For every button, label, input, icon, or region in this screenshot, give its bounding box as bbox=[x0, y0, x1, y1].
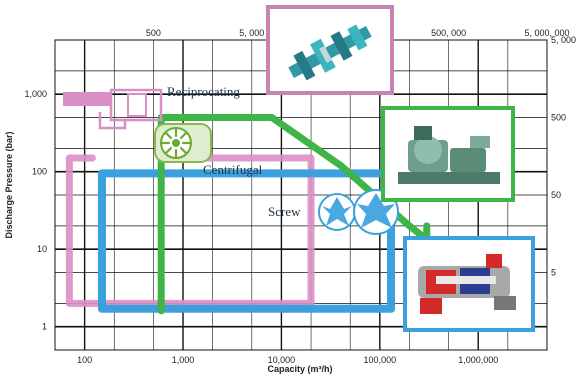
right-tick-label: 500 bbox=[551, 113, 566, 123]
top-tick-label: 500 bbox=[146, 28, 161, 38]
screw-label: Screw bbox=[268, 204, 301, 219]
y-tick-label: 10 bbox=[37, 244, 47, 254]
y-tick-label: 1 bbox=[42, 322, 47, 332]
y-tick-label: 1,000 bbox=[24, 89, 47, 99]
reciprocating-region bbox=[65, 154, 315, 307]
centrifugal-region bbox=[97, 169, 396, 313]
centrifugal-compressor-photo bbox=[381, 106, 515, 202]
tick-layer: 100 1,000 10,000 100,000 1,000,000 1 10 100 1,00… bbox=[24, 28, 576, 365]
y-axis-title: Discharge Pressure (bar) bbox=[4, 131, 14, 238]
top-tick-label: 500, 000 bbox=[431, 28, 466, 38]
x-tick-label: 1,000 bbox=[172, 355, 195, 365]
x-axis-title: Capacity (m³/h) bbox=[267, 364, 332, 374]
x-tick-label: 1,000,000 bbox=[458, 355, 498, 365]
centrifugal-label: Centrifugal bbox=[203, 162, 263, 177]
reciprocating-compressor-photo bbox=[266, 5, 394, 95]
impeller-icon bbox=[154, 123, 212, 163]
x-tick-label: 100,000 bbox=[364, 355, 397, 365]
y-tick-label: 100 bbox=[32, 167, 47, 177]
piston-icon bbox=[63, 88, 163, 130]
x-tick-label: 10,000 bbox=[268, 355, 296, 365]
reciprocating-label: Reciprocating bbox=[167, 84, 240, 99]
x-tick-label: 100 bbox=[77, 355, 92, 365]
right-tick-label: 5 bbox=[551, 268, 556, 278]
right-tick-label: 50 bbox=[551, 190, 561, 200]
top-tick-label: 5, 000, 000 bbox=[524, 28, 569, 38]
screw-compressor-photo bbox=[403, 236, 535, 332]
right-tick-label: 5, 000 bbox=[551, 35, 576, 45]
top-tick-label: 5, 000 bbox=[239, 28, 264, 38]
